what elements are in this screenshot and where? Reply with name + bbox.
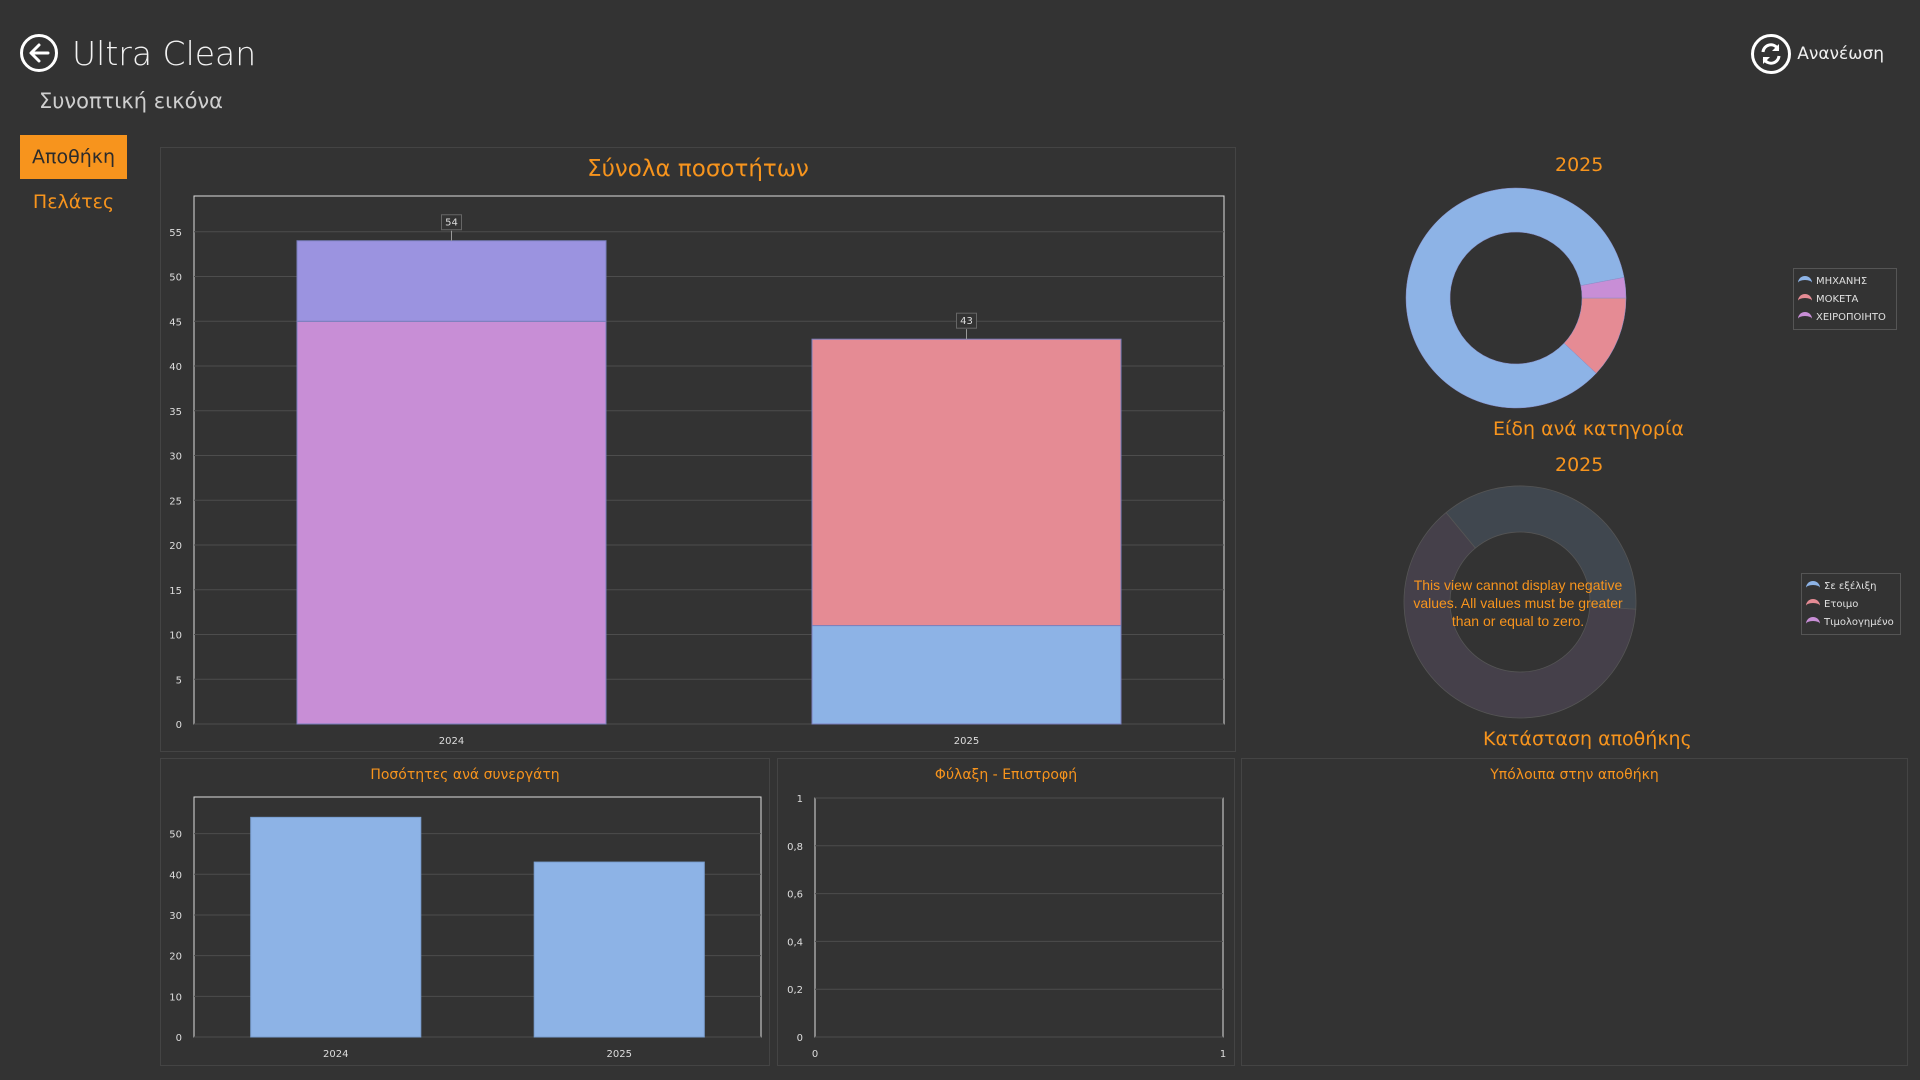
storage-title: Φύλαξη - Επιστροφή bbox=[934, 767, 1078, 783]
y-tick-label: 0,2 bbox=[787, 985, 803, 996]
y-tick-label: 0 bbox=[176, 720, 182, 731]
y-tick-label: 10 bbox=[169, 992, 182, 1003]
data-label-box bbox=[956, 312, 977, 329]
category-donut-chart bbox=[1405, 187, 1627, 409]
y-tick-label: 20 bbox=[169, 541, 182, 552]
status-donut-chart bbox=[1403, 485, 1637, 719]
refresh-button[interactable]: Ανανέωση bbox=[1751, 34, 1884, 74]
app-title: Ultra Clean bbox=[72, 34, 257, 73]
category-donut-title: Είδη ανά κατηγορία bbox=[1493, 418, 1684, 440]
x-tick-label: 2024 bbox=[439, 736, 464, 747]
legend-item: Σε εξέλιξη bbox=[1806, 577, 1896, 595]
y-tick-label: 0 bbox=[797, 1033, 803, 1044]
nav-item-warehouse[interactable]: Αποθήκη bbox=[20, 135, 127, 179]
donut-slice bbox=[1405, 187, 1625, 409]
y-tick-label: 0,8 bbox=[787, 842, 803, 853]
bar-segment bbox=[296, 240, 607, 322]
quantity-totals-panel: Σύνολα ποσοτήτων 0 5 10 15 20 25 30 35 40 45 50 55 5… bbox=[160, 147, 1236, 752]
data-label: 43 bbox=[960, 316, 973, 327]
partners-title: Ποσότητες ανά συνεργάτη bbox=[370, 767, 560, 783]
y-tick-label: 30 bbox=[169, 452, 182, 463]
y-tick-label: 45 bbox=[169, 317, 182, 328]
page-subtitle: Συνοπτική εικόνα bbox=[39, 89, 224, 113]
partners-panel: Ποσότητες ανά συνεργάτη 0 10 20 30 40 50 2024 2… bbox=[160, 758, 770, 1066]
remaining-panel: Υπόλοιπα στην αποθήκη bbox=[1241, 758, 1908, 1066]
legend-label: Ετοιμο bbox=[1824, 598, 1859, 610]
legend-item: Ετοιμο bbox=[1806, 595, 1896, 613]
legend-item: ΜΟΚΕΤΑ bbox=[1798, 290, 1892, 308]
y-tick-label: 40 bbox=[169, 362, 182, 373]
x-tick-label: 2025 bbox=[954, 736, 979, 747]
y-tick-label: 20 bbox=[169, 952, 182, 963]
y-tick-label: 10 bbox=[169, 631, 182, 642]
partners-chart: 0 10 20 30 40 50 2024 2025 bbox=[169, 796, 762, 1060]
y-tick-label: 0,4 bbox=[787, 937, 803, 948]
y-tick-label: 40 bbox=[169, 870, 182, 881]
category-year-label: 2025 bbox=[1555, 154, 1604, 176]
legend-item: ΧΕΙΡΟΠΟΙΗΤΟ bbox=[1798, 308, 1892, 326]
data-label: 54 bbox=[445, 218, 458, 229]
legend-label: ΧΕΙΡΟΠΟΙΗΤΟ bbox=[1816, 311, 1886, 323]
y-tick-label: 30 bbox=[169, 911, 182, 922]
x-tick-label: 2025 bbox=[607, 1049, 632, 1060]
donut-slice bbox=[1445, 485, 1637, 610]
y-tick-label: 35 bbox=[169, 407, 182, 418]
x-tick-label: 2024 bbox=[323, 1049, 348, 1060]
status-error-message: This view cannot display negative values… bbox=[1413, 577, 1623, 629]
remaining-title: Υπόλοιπα στην αποθήκη bbox=[1490, 767, 1659, 783]
legend-label: ΜΗΧΑΝΗΣ bbox=[1816, 275, 1868, 287]
storage-panel: Φύλαξη - Επιστροφή 0 0,2 0,4 0,6 0,8 1 0 1 bbox=[777, 758, 1235, 1066]
bar-segment bbox=[811, 338, 1122, 627]
donut-slice bbox=[1580, 277, 1627, 299]
y-tick-label: 1 bbox=[797, 794, 803, 805]
y-tick-label: 15 bbox=[169, 586, 182, 597]
refresh-icon bbox=[1751, 34, 1792, 74]
y-tick-label: 55 bbox=[169, 228, 182, 239]
legend-item: ΜΗΧΑΝΗΣ bbox=[1798, 272, 1892, 290]
x-tick-label: 0 bbox=[812, 1049, 818, 1060]
y-tick-label: 50 bbox=[169, 273, 182, 284]
y-tick-label: 0 bbox=[176, 1033, 182, 1044]
donut-slice bbox=[1403, 512, 1637, 719]
bar bbox=[533, 861, 705, 1038]
quantity-totals-title: Σύνολα ποσοτήτων bbox=[587, 156, 809, 182]
status-legend: Σε εξέλιξη Ετοιμο Τιμολογημένο bbox=[1801, 573, 1901, 635]
bar bbox=[250, 816, 422, 1038]
data-label-box bbox=[441, 214, 462, 231]
storage-chart: 0 0,2 0,4 0,6 0,8 1 0 1 bbox=[787, 794, 1226, 1060]
back-button[interactable] bbox=[20, 34, 58, 72]
legend-item: Τιμολογημένο bbox=[1806, 613, 1896, 631]
status-year-label: 2025 bbox=[1555, 454, 1604, 476]
status-donut-title: Κατάσταση αποθήκης bbox=[1483, 728, 1692, 750]
y-tick-label: 0,6 bbox=[787, 890, 803, 901]
category-legend: ΜΗΧΑΝΗΣ ΜΟΚΕΤΑ ΧΕΙΡΟΠΟΙΗΤΟ bbox=[1793, 268, 1897, 330]
y-tick-label: 25 bbox=[169, 496, 182, 507]
x-tick-label: 1 bbox=[1220, 1049, 1226, 1060]
refresh-label: Ανανέωση bbox=[1797, 44, 1884, 64]
y-tick-label: 5 bbox=[176, 675, 182, 686]
nav-item-customers[interactable]: Πελάτες bbox=[32, 191, 115, 213]
bar-segment bbox=[811, 625, 1122, 725]
legend-label: ΜΟΚΕΤΑ bbox=[1816, 293, 1859, 305]
plot-frame bbox=[814, 797, 1224, 1038]
legend-label: Σε εξέλιξη bbox=[1824, 580, 1877, 592]
arrow-left-icon bbox=[29, 43, 50, 63]
legend-label: Τιμολογημένο bbox=[1824, 616, 1894, 628]
bar-segment bbox=[296, 320, 607, 725]
y-tick-label: 50 bbox=[169, 830, 182, 841]
